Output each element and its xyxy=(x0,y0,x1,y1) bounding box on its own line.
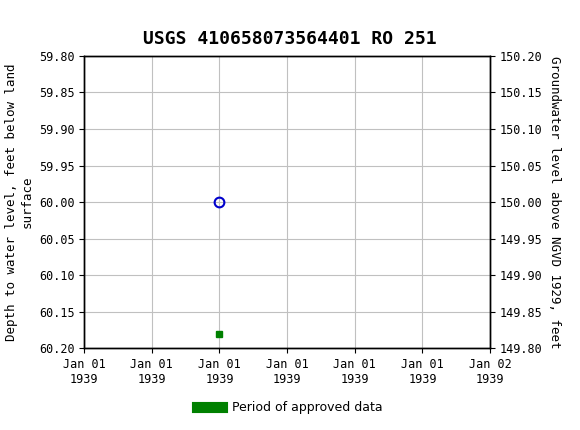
Text: ≡: ≡ xyxy=(9,6,27,26)
Text: USGS 410658073564401 RO 251: USGS 410658073564401 RO 251 xyxy=(143,30,437,48)
Y-axis label: Depth to water level, feet below land
surface: Depth to water level, feet below land su… xyxy=(5,63,33,341)
Text: USGS: USGS xyxy=(32,7,87,25)
Legend: Period of approved data: Period of approved data xyxy=(192,396,388,419)
Y-axis label: Groundwater level above NGVD 1929, feet: Groundwater level above NGVD 1929, feet xyxy=(548,56,561,348)
